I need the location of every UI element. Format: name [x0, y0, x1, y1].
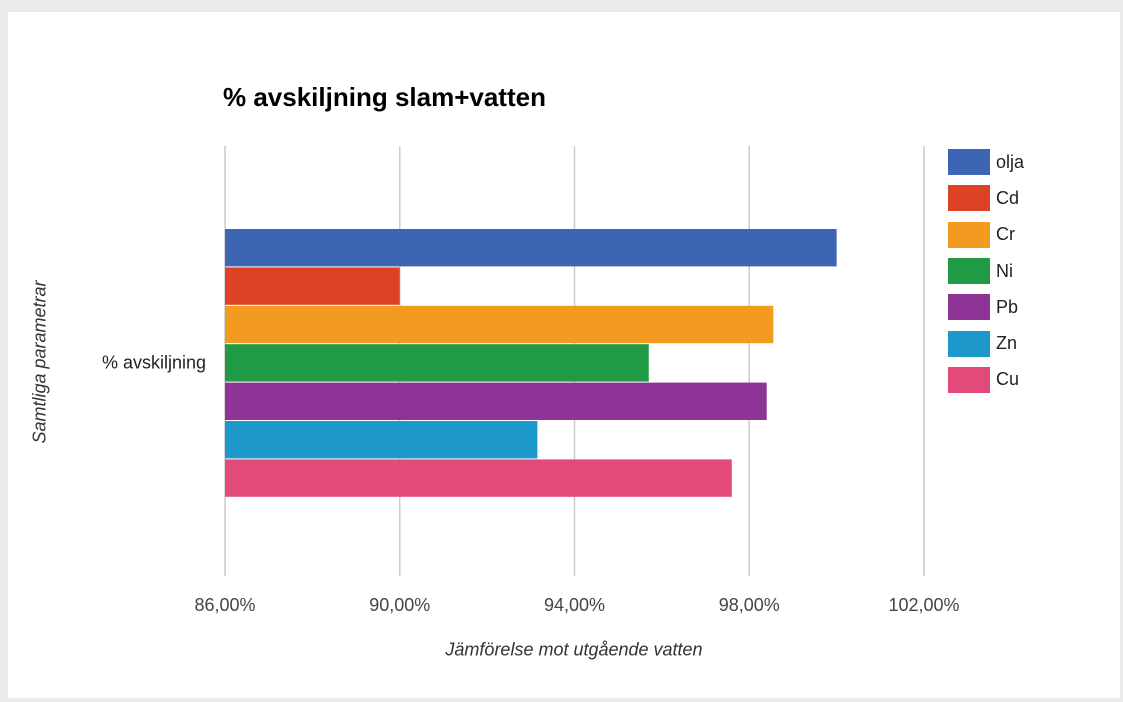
bar-zn[interactable]: [225, 421, 538, 459]
legend-swatch: [948, 366, 990, 393]
bar-cd[interactable]: [225, 267, 400, 305]
bar-ni[interactable]: [225, 344, 649, 382]
legend-label: Cu: [996, 369, 1020, 390]
legend-label: olja: [996, 151, 1025, 172]
legend-item-zn[interactable]: Zn: [948, 325, 1024, 361]
bar-olja[interactable]: [225, 229, 837, 267]
legend-item-cd[interactable]: Cd: [948, 180, 1024, 216]
legend-item-olja[interactable]: olja: [948, 144, 1024, 180]
legend-label: Ni: [996, 260, 1013, 281]
legend-swatch: [948, 258, 990, 285]
x-tick-label: 86,00%: [194, 595, 255, 615]
legend-item-ni[interactable]: Ni: [948, 253, 1024, 289]
legend-label: Cd: [996, 187, 1020, 208]
legend-item-cu[interactable]: Cu: [948, 362, 1024, 398]
legend-swatch: [948, 330, 990, 357]
legend-item-cr[interactable]: Cr: [948, 217, 1024, 253]
x-tick-label: 90,00%: [369, 595, 430, 615]
x-tick-label: 102,00%: [888, 595, 959, 615]
bar-cu[interactable]: [225, 459, 732, 497]
legend-label: Pb: [996, 296, 1019, 317]
category-label: % avskiljning: [101, 352, 206, 373]
legend-label: Cr: [996, 224, 1015, 245]
x-tick-label: 98,00%: [719, 595, 780, 615]
x-tick-label: 94,00%: [544, 595, 605, 615]
x-axis-title: Jämförelse mot utgående vatten: [445, 639, 703, 660]
bar-pb[interactable]: [225, 382, 767, 420]
legend-swatch: [948, 149, 990, 176]
legend: olja Cd Cr Ni Pb Zn Cu: [948, 144, 1024, 398]
legend-label: Zn: [996, 333, 1018, 354]
legend-swatch: [948, 185, 990, 212]
legend-swatch: [948, 294, 990, 321]
legend-swatch: [948, 221, 990, 248]
chart-title: % avskiljning slam+vatten: [223, 82, 546, 112]
y-axis-title: Samtliga parametrar: [29, 280, 50, 444]
bar-cr[interactable]: [225, 305, 774, 344]
legend-item-pb[interactable]: Pb: [948, 289, 1024, 325]
